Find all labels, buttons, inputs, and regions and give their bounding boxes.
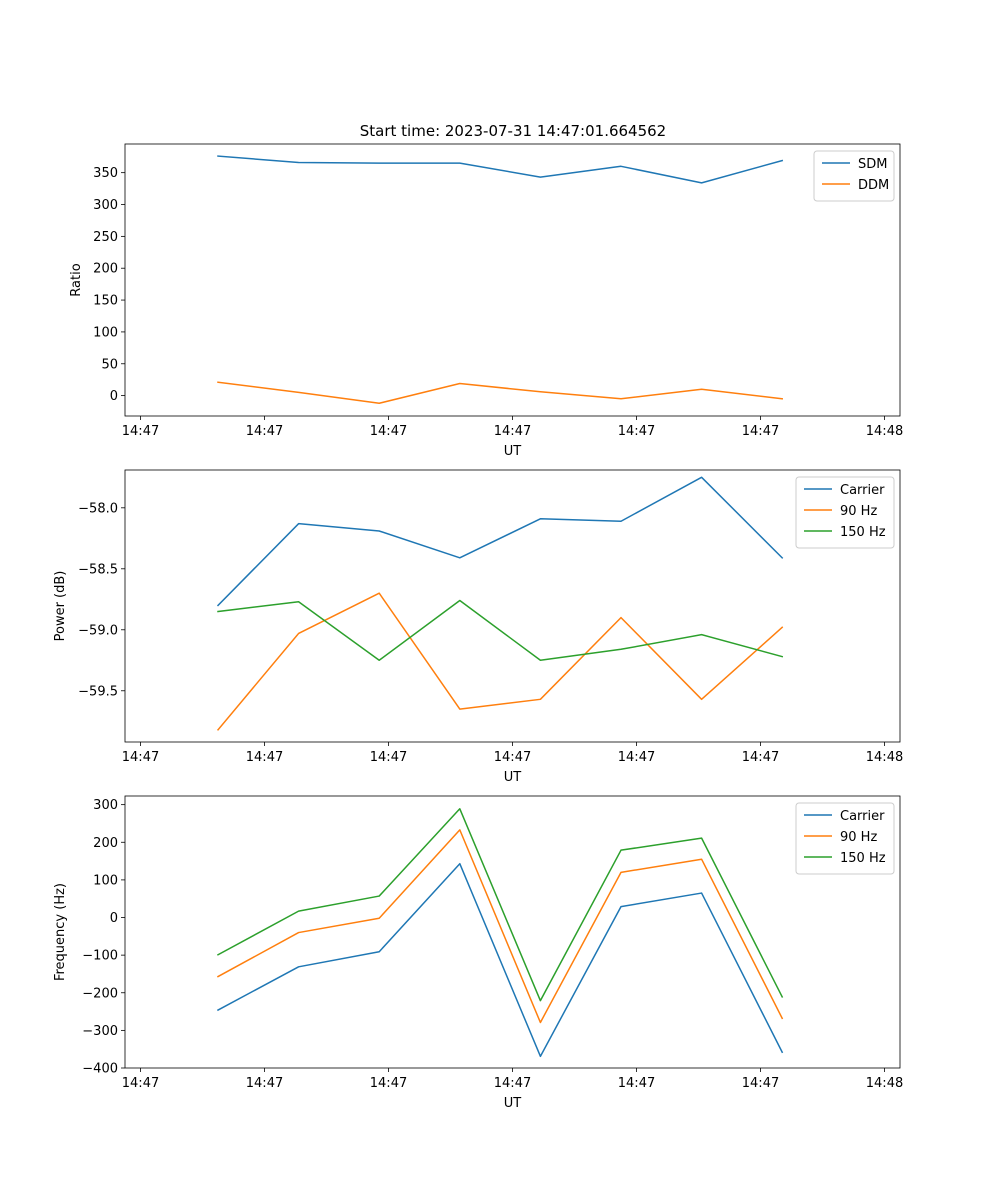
panel-frequency: 14:47 14:47 14:47 14:47 14:47 14:47 14:48 −400 −… bbox=[53, 795, 903, 1111]
ratio-y-tick-label: 50 bbox=[101, 357, 118, 372]
power-legend-label-1: 90 Hz bbox=[840, 504, 877, 519]
power-x-tick-label: 14:48 bbox=[866, 750, 903, 765]
ratio-y-axis-label: Ratio bbox=[69, 263, 84, 296]
frequency-legend-label-1: 90 Hz bbox=[840, 830, 877, 845]
power-y-tick-label: −59.0 bbox=[78, 623, 118, 638]
power-series-line-0 bbox=[216, 476, 784, 607]
frequency-legend-label-0: Carrier bbox=[840, 809, 885, 824]
ratio-y-tick-label: 0 bbox=[110, 389, 118, 404]
frequency-series-line-1 bbox=[216, 829, 784, 1024]
power-y-tick-label: −58.5 bbox=[78, 562, 118, 577]
ratio-y-tick-label: 350 bbox=[93, 166, 118, 181]
power-x-tick-label: 14:47 bbox=[246, 750, 283, 765]
ratio-y-tick-label: 150 bbox=[93, 294, 118, 309]
frequency-x-tick-label: 14:48 bbox=[866, 1076, 903, 1091]
ratio-series-line-1 bbox=[217, 381, 784, 405]
power-x-tick-label: 14:47 bbox=[122, 750, 159, 765]
power-x-tick-label: 14:47 bbox=[370, 750, 407, 765]
ratio-x-tick-label: 14:47 bbox=[742, 424, 779, 439]
ratio-y-tick-label: 250 bbox=[93, 230, 118, 245]
power-legend-label-0: Carrier bbox=[840, 483, 885, 498]
frequency-x-axis-label: UT bbox=[504, 1096, 522, 1111]
ratio-x-tick-label: 14:47 bbox=[494, 424, 531, 439]
panels: 14:47 14:47 14:47 14:47 14:47 14:47 14:48 0 50 10… bbox=[53, 143, 903, 1111]
frequency-y-axis-label: Frequency (Hz) bbox=[53, 883, 68, 981]
ratio-legend: SDM DDM bbox=[813, 150, 895, 202]
figure-title: Start time: 2023-07-31 14:47:01.664562 bbox=[360, 122, 666, 140]
ratio-x-axis-label: UT bbox=[504, 444, 522, 459]
ratio-x-tick-label: 14:47 bbox=[122, 424, 159, 439]
power-legend: Carrier 90 Hz 150 Hz bbox=[795, 476, 895, 549]
ratio-x-tick-label: 14:47 bbox=[246, 424, 283, 439]
frequency-legend: Carrier 90 Hz 150 Hz bbox=[795, 802, 895, 875]
frequency-y-tick-label: −300 bbox=[82, 1024, 118, 1039]
ratio-y-tick-label: 300 bbox=[93, 198, 118, 213]
power-series-line-1 bbox=[216, 592, 784, 731]
ratio-x-tick-label: 14:47 bbox=[370, 424, 407, 439]
power-y-tick-label: −58.0 bbox=[78, 501, 118, 516]
frequency-y-tick-label: 300 bbox=[93, 798, 118, 813]
frequency-x-tick-label: 14:47 bbox=[370, 1076, 407, 1091]
frequency-y-tick-label: 100 bbox=[93, 873, 118, 888]
frequency-x-tick-label: 14:47 bbox=[246, 1076, 283, 1091]
ratio-y-tick-label: 200 bbox=[93, 262, 118, 277]
power-series-line-2 bbox=[217, 599, 784, 662]
ratio-x-tick-label: 14:47 bbox=[618, 424, 655, 439]
frequency-y-tick-label: −200 bbox=[82, 986, 118, 1001]
power-x-tick-label: 14:47 bbox=[742, 750, 779, 765]
frequency-x-tick-label: 14:47 bbox=[618, 1076, 655, 1091]
ratio-y-tick-label: 100 bbox=[93, 325, 118, 340]
power-x-tick-label: 14:47 bbox=[494, 750, 531, 765]
frequency-x-tick-label: 14:47 bbox=[742, 1076, 779, 1091]
frequency-y-tick-label: −100 bbox=[82, 949, 118, 964]
power-y-axis-label: Power (dB) bbox=[53, 571, 68, 642]
ratio-legend-label-1: DDM bbox=[858, 178, 889, 193]
frequency-x-tick-label: 14:47 bbox=[494, 1076, 531, 1091]
power-legend-label-2: 150 Hz bbox=[840, 525, 886, 540]
panel-power: 14:47 14:47 14:47 14:47 14:47 14:47 14:48 −59.5… bbox=[53, 469, 903, 785]
frequency-y-tick-label: −400 bbox=[82, 1062, 118, 1077]
frequency-y-tick-label: 200 bbox=[93, 836, 118, 851]
frequency-series-line-2 bbox=[216, 808, 784, 1002]
panel-ratio: 14:47 14:47 14:47 14:47 14:47 14:47 14:48 0 50 10… bbox=[69, 143, 903, 459]
power-y-tick-label: −59.5 bbox=[78, 684, 118, 699]
frequency-legend-label-2: 150 Hz bbox=[840, 851, 886, 866]
frequency-x-tick-label: 14:47 bbox=[122, 1076, 159, 1091]
frequency-series-line-0 bbox=[216, 862, 784, 1058]
ratio-series-line-0 bbox=[217, 155, 784, 184]
power-x-axis-label: UT bbox=[504, 770, 522, 785]
ratio-x-tick-label: 14:48 bbox=[866, 424, 903, 439]
ratio-legend-label-0: SDM bbox=[858, 157, 887, 172]
power-x-tick-label: 14:47 bbox=[618, 750, 655, 765]
frequency-y-tick-label: 0 bbox=[110, 911, 118, 926]
